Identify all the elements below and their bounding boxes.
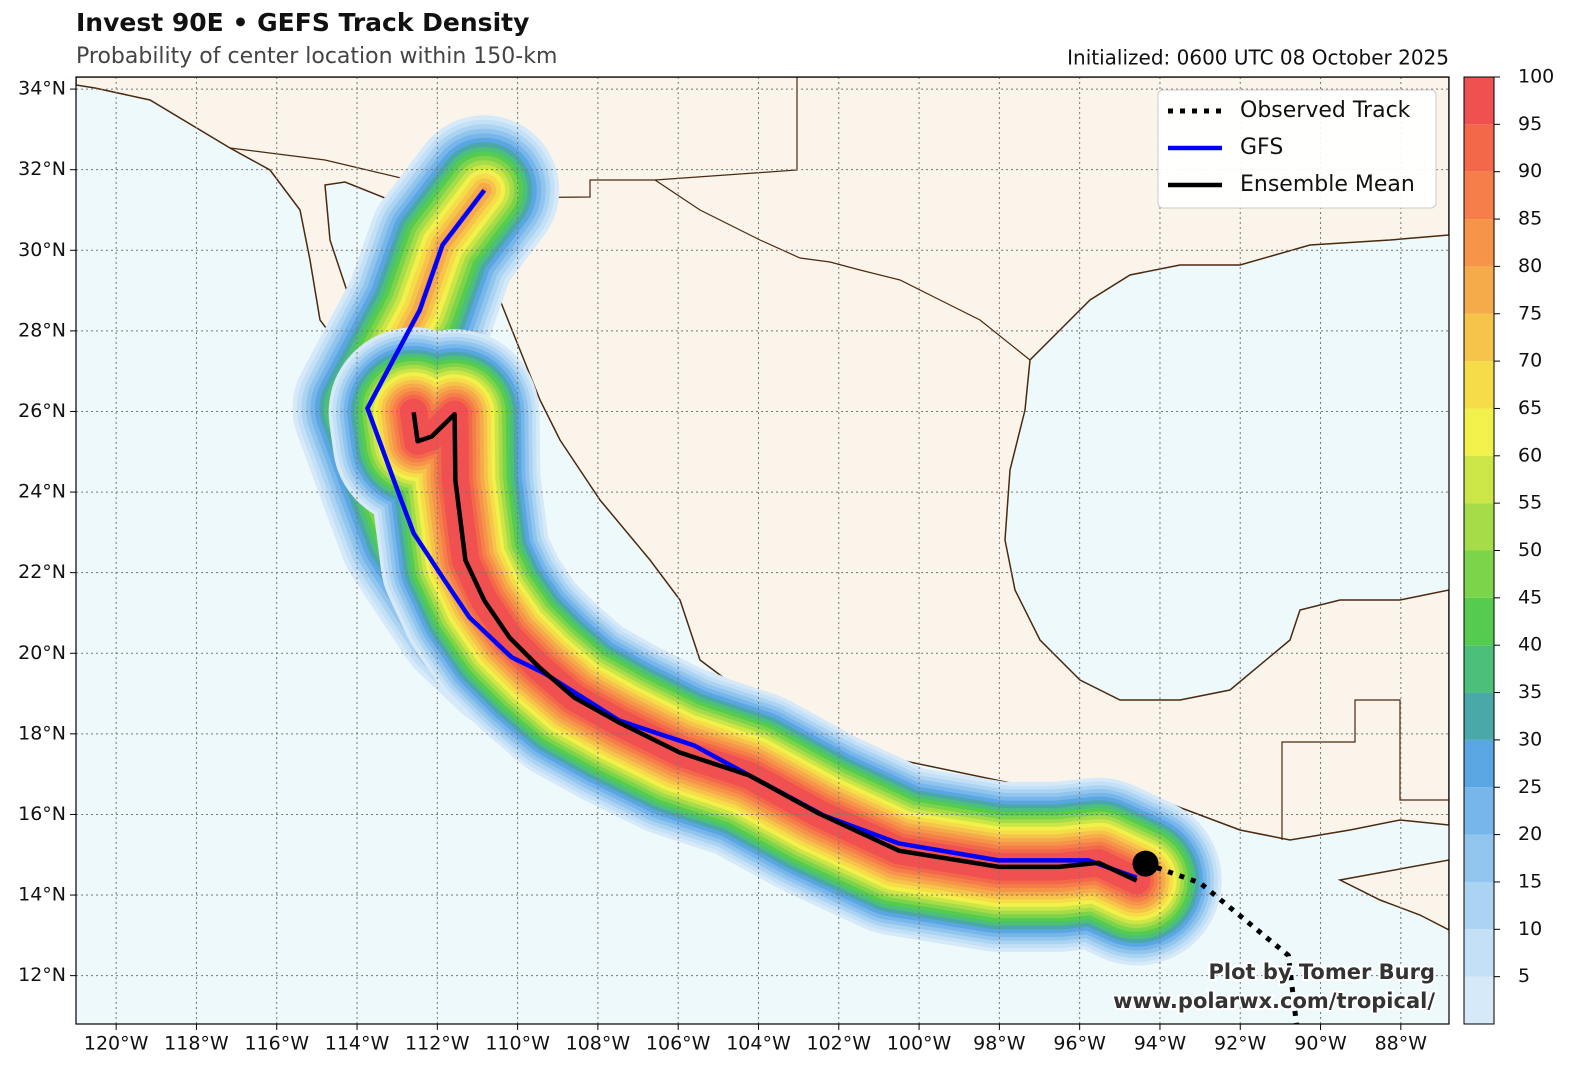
colorbar-band [1464,739,1494,788]
map [76,77,1449,1024]
x-tick-label: 88°W [1375,1033,1428,1055]
colorbar-tick-label: 75 [1518,302,1542,324]
legend: Observed Track GFS Ensemble Mean [1157,89,1437,209]
x-tick-label: 92°W [1214,1033,1267,1055]
x-tick-label: 112°W [405,1033,470,1055]
y-tick-label: 24°N [18,481,66,503]
colorbar-band [1464,361,1494,409]
y-tick-label: 14°N [18,884,66,906]
colorbar-band [1464,266,1494,314]
colorbar-tick-label: 40 [1518,634,1542,656]
colorbar-band [1464,171,1494,220]
colorbar-band [1464,692,1494,740]
colorbar-band [1464,219,1494,267]
colorbar-tick-label: 45 [1518,586,1542,608]
colorbar-tick-label: 55 [1518,492,1542,514]
colorbar-band [1464,408,1494,456]
colorbar-band [1464,881,1494,930]
colorbar-band [1464,455,1494,504]
legend-label: Ensemble Mean [1240,172,1415,197]
colorbar-band [1464,976,1494,1024]
x-tick-label: 98°W [973,1033,1026,1055]
colorbar-band [1464,929,1494,977]
colorbar-tick-label: 5 [1518,965,1530,987]
y-tick-label: 22°N [18,561,66,583]
colorbar-tick-label: 60 [1518,444,1542,466]
track-line [365,188,1138,880]
legend-label: Observed Track [1240,98,1411,123]
colorbar-tick-label: 20 [1518,823,1542,845]
x-tick-label: 118°W [164,1033,229,1055]
map-frame [75,76,1450,1025]
colorbar-band [1464,77,1494,125]
colorbar-band [1464,787,1494,835]
y-tick-label: 20°N [18,642,66,664]
x-tick-label: 90°W [1294,1033,1347,1055]
colorbar: 5 10 15 20 25 30 35 40 45 50 55 60 65 70 75 80 85 90 95 100 [1463,66,1554,1025]
colorbar-tick-label: 35 [1518,681,1542,703]
colorbar-tick-label: 30 [1518,728,1542,750]
colorbar-band [1464,645,1494,693]
legend-label: GFS [1240,135,1283,160]
x-tick-label: 120°W [84,1033,149,1055]
y-tick-label: 16°N [18,803,66,825]
x-tick-label: 100°W [887,1033,952,1055]
y-tick-label: 28°N [18,319,66,341]
y-tick-label: 26°N [18,400,66,422]
colorbar-band [1464,503,1494,551]
colorbar-tick-label: 10 [1518,918,1542,940]
chart-subtitle: Probability of center location within 15… [76,44,557,69]
tracks [365,188,1299,1024]
x-tick-label: 114°W [325,1033,390,1055]
colorbar-tick-label: 85 [1518,208,1542,230]
y-tick-label: 32°N [18,158,66,180]
colorbar-tick-label: 50 [1518,539,1542,561]
colorbar-band [1464,313,1494,362]
x-tick-label: 110°W [485,1033,550,1055]
credit: www.polarwx.com/tropical/ [1113,989,1435,1013]
x-tick-label: 94°W [1134,1033,1187,1055]
x-tick-label: 104°W [726,1033,791,1055]
init-label: Initialized: 0600 UTC 08 October 2025 [1067,46,1449,70]
y-tick-label: 12°N [18,964,66,986]
chart-title: Invest 90E • GEFS Track Density [76,8,529,37]
colorbar-band [1464,834,1494,882]
colorbar-band [1464,124,1494,172]
track-line [1144,861,1299,1024]
y-tick-label: 18°N [18,722,66,744]
colorbar-band [1464,597,1494,646]
current-position [1132,850,1159,877]
x-tick-label: 102°W [806,1033,871,1055]
colorbar-tick-label: 100 [1518,66,1554,88]
grid [76,77,1449,1024]
track-line [411,411,1138,883]
x-tick-label: 96°W [1053,1033,1106,1055]
credit: Plot by Tomer Burg [1209,960,1436,984]
x-tick-label: 116°W [244,1033,309,1055]
legend-items: Observed Track GFS Ensemble Mean [1168,98,1415,197]
colorbar-tick-label: 80 [1518,255,1542,277]
colorbar-band [1464,550,1494,598]
colorbar-tick-label: 65 [1518,397,1542,419]
y-tick-label: 34°N [18,78,66,100]
colorbar-tick-label: 70 [1518,350,1542,372]
y-tick-label: 30°N [18,239,66,261]
colorbar-tick-label: 95 [1518,113,1542,135]
axes: 120°W 118°W 116°W 114°W 112°W 110°W 108°W 106°W… [18,78,1427,1055]
colorbar-tick-label: 25 [1518,776,1542,798]
colorbar-tick-label: 90 [1518,160,1542,182]
legend-box [1157,89,1437,209]
x-tick-label: 108°W [566,1033,631,1055]
land [1337,859,1449,931]
colorbar-tick-label: 15 [1518,870,1542,892]
x-tick-label: 106°W [646,1033,711,1055]
border [1281,699,1449,840]
